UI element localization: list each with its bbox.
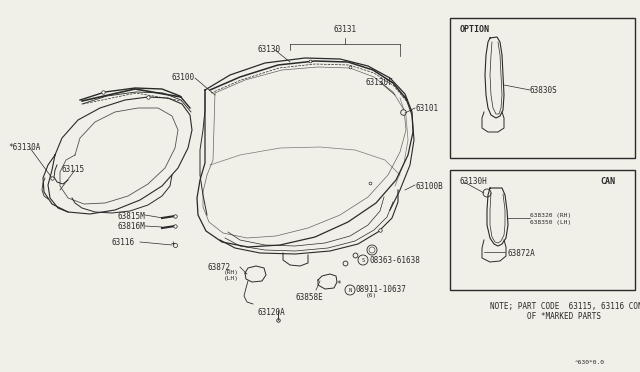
Text: OF *MARKED PARTS: OF *MARKED PARTS (490, 312, 601, 321)
Text: 63130F: 63130F (365, 78, 393, 87)
Text: 638350 (LH): 638350 (LH) (530, 220, 572, 225)
Text: 63115: 63115 (62, 165, 85, 174)
Text: N: N (348, 288, 351, 292)
Text: ^630*0.0: ^630*0.0 (575, 360, 605, 365)
Bar (450, 18, 635, 158)
Text: 63100B: 63100B (416, 182, 444, 191)
Text: NOTE; PART CODE  63115, 63116 CONSISTS: NOTE; PART CODE 63115, 63116 CONSISTS (490, 302, 640, 311)
Text: *63130A: *63130A (8, 143, 40, 152)
Text: 638320 (RH): 638320 (RH) (530, 213, 572, 218)
Text: (LH): (LH) (224, 276, 239, 281)
Text: (6): (6) (366, 293, 377, 298)
Text: S: S (362, 257, 365, 263)
Text: (RH): (RH) (224, 270, 239, 275)
Text: 63130: 63130 (258, 45, 281, 54)
Text: 63100: 63100 (172, 73, 195, 82)
Text: *: * (336, 280, 340, 289)
Text: 63120A: 63120A (258, 308, 285, 317)
Text: 63131: 63131 (333, 25, 356, 34)
Text: 63858E: 63858E (295, 293, 323, 302)
Text: 63101: 63101 (416, 104, 439, 113)
Text: OPTION: OPTION (460, 25, 490, 34)
Text: 63830S: 63830S (530, 86, 557, 95)
Text: 63116: 63116 (112, 238, 135, 247)
Text: 63130H: 63130H (460, 177, 488, 186)
Text: 63815M: 63815M (118, 212, 146, 221)
Text: CAN: CAN (600, 177, 615, 186)
Bar (450, 170, 635, 290)
Text: 63872: 63872 (207, 263, 230, 272)
Text: 63816M: 63816M (118, 222, 146, 231)
Text: 08363-61638: 08363-61638 (370, 256, 421, 265)
Text: 63872A: 63872A (508, 249, 536, 258)
Text: 08911-10637: 08911-10637 (356, 285, 407, 294)
